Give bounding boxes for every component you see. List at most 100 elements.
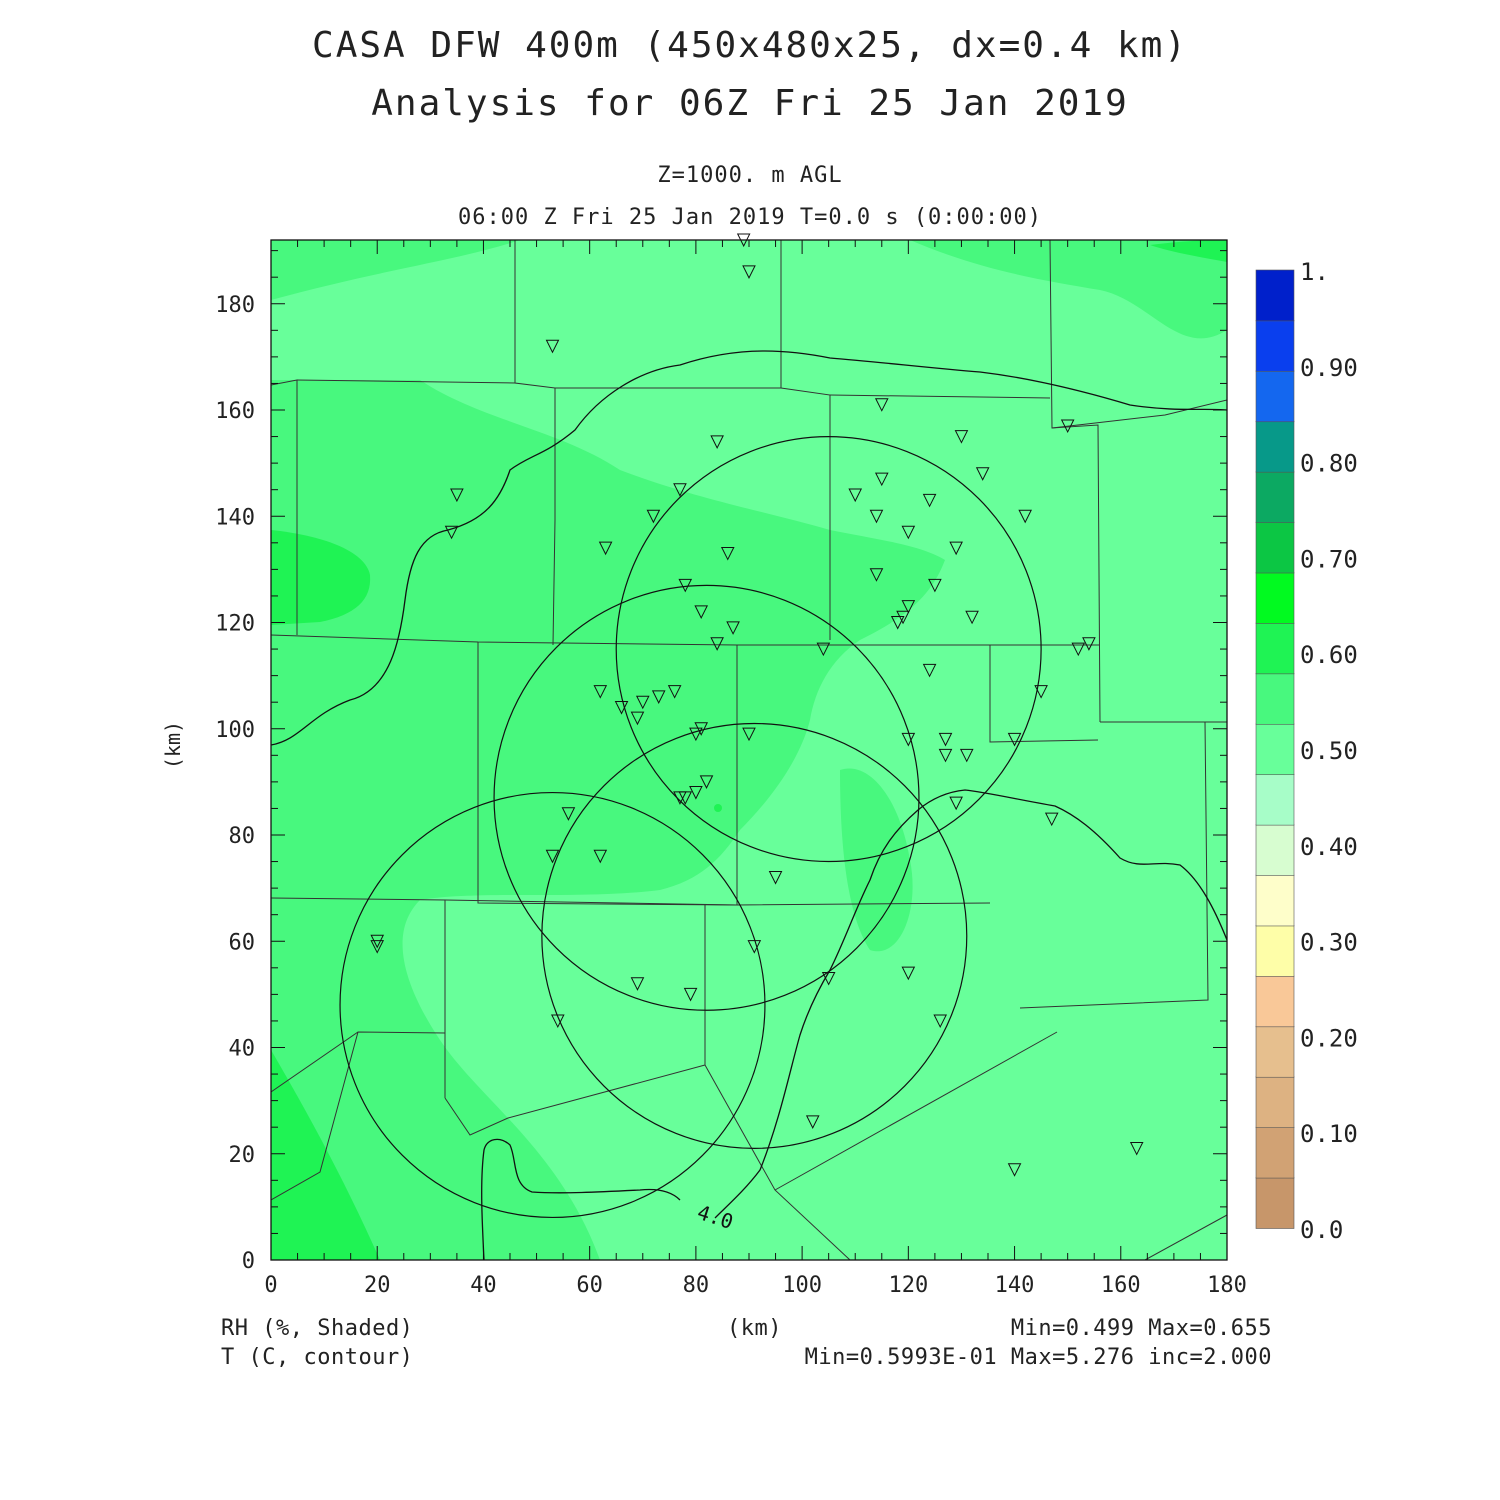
chart-title: CASA DFW 400m (450x480x25, dx=0.4 km) — [312, 25, 1188, 66]
y-tick-label: 60 — [229, 930, 256, 955]
station-marker — [1018, 509, 1032, 524]
station-marker — [959, 748, 974, 763]
colorbar-label: 0.10 — [1300, 1120, 1358, 1148]
rh-band-055 — [271, 380, 945, 1260]
station-marker — [370, 934, 385, 949]
station-marker — [1071, 642, 1086, 657]
time-label: 06:00 Z Fri 25 Jan 2019 T=0.0 s (0:00:00… — [457, 205, 1043, 230]
station-marker — [890, 616, 905, 630]
y-tick-label: 120 — [215, 612, 255, 637]
radar-rings — [339, 436, 1042, 1219]
colorbar-segment — [1255, 1026, 1295, 1078]
axis-ticks — [270, 240, 1228, 1261]
station-marker — [689, 786, 703, 800]
colorbar-segment — [1255, 572, 1295, 624]
x-tick-label: 60 — [576, 1273, 603, 1298]
station-marker — [949, 796, 963, 811]
colorbar-segment — [1255, 320, 1295, 372]
station-marker — [768, 871, 783, 885]
station-marker — [747, 940, 762, 954]
station-marker — [593, 685, 608, 699]
station-marker — [1007, 732, 1022, 747]
colorbar-segment — [1255, 370, 1295, 423]
station-marker — [1060, 419, 1075, 434]
rh-band-055-nw — [271, 240, 520, 300]
colorbar-label: 0.20 — [1300, 1024, 1358, 1052]
station-marker — [928, 578, 942, 593]
station-marker — [545, 849, 560, 864]
colorbar-segment — [1255, 622, 1295, 675]
station-marker — [896, 610, 910, 625]
colorbar-segment — [1255, 1177, 1295, 1229]
colorbar-label: 0.90 — [1300, 354, 1358, 382]
radar-ring-4 — [339, 791, 766, 1219]
station-marker — [922, 493, 937, 508]
station-marker — [545, 339, 560, 354]
colorbar-labels: 1. 0.90 0.80 0.70 0.60 0.50 0.40 0.30 0.20 0.10 0.… — [1300, 258, 1358, 1244]
station-marker — [651, 690, 666, 704]
colorbar-segment — [1255, 1076, 1295, 1128]
rh-minmax: Min=0.499 Max=0.655 — [1010, 1316, 1272, 1341]
station-marker — [1129, 1141, 1144, 1156]
station-marker — [635, 695, 650, 710]
x-tick-label: 140 — [995, 1273, 1035, 1298]
station-marker — [922, 663, 937, 678]
station-marker — [673, 483, 687, 497]
colorbar-segment — [1255, 269, 1295, 322]
county-borders — [271, 240, 1227, 1260]
x-tick-label: 80 — [683, 1273, 710, 1298]
station-marker — [1044, 812, 1059, 827]
colorbar-segment — [1255, 1126, 1295, 1179]
colorbar-segment — [1255, 824, 1295, 876]
colorbar-segment — [1255, 975, 1295, 1028]
station-marker — [874, 398, 889, 412]
station-marker — [689, 727, 703, 742]
station-marker — [614, 701, 629, 715]
station-marker — [450, 488, 464, 503]
colorbar-segment — [1255, 471, 1295, 523]
station-marker — [667, 685, 682, 699]
y-tick-label: 140 — [215, 505, 255, 530]
station-marker — [874, 472, 889, 487]
station-marker — [933, 1014, 948, 1029]
station-marker — [726, 621, 740, 635]
station-marker — [805, 1115, 820, 1129]
station-marker — [598, 541, 613, 556]
station-marker — [949, 541, 963, 556]
colorbar — [1255, 269, 1295, 1229]
station-marker — [901, 732, 916, 747]
x-tick-label: 160 — [1101, 1273, 1141, 1298]
colorbar-label: 0.30 — [1300, 929, 1358, 957]
station-marker — [593, 849, 608, 864]
chart-subtitle: Analysis for 06Z Fri 25 Jan 2019 — [371, 83, 1129, 124]
station-marker — [678, 791, 693, 805]
station-marker — [720, 546, 735, 561]
colorbar-segment — [1255, 773, 1295, 826]
temperature-contour — [271, 350, 1227, 1260]
station-marker — [954, 430, 969, 444]
colorbar-segment — [1255, 673, 1295, 725]
level-label: Z=1000. m AGL — [657, 163, 843, 188]
station-marker — [869, 509, 884, 524]
station-marker — [699, 775, 714, 789]
y-tick-label: 0 — [242, 1249, 255, 1274]
x-tick-label: 40 — [470, 1273, 497, 1298]
y-tick-label: 100 — [215, 718, 255, 743]
x-axis-label: (km) — [727, 1316, 782, 1341]
station-marker — [938, 748, 953, 763]
station-marker — [630, 977, 645, 991]
station-marker — [816, 642, 831, 657]
rh-spot-060 — [714, 804, 722, 812]
station-marker — [869, 568, 884, 582]
station-marker — [975, 467, 990, 481]
colorbar-label: 0.50 — [1300, 737, 1358, 765]
rh-band-060-sw — [271, 1050, 380, 1260]
station-marker — [710, 637, 724, 651]
stations — [370, 233, 1144, 1177]
y-tick-label: 160 — [215, 399, 255, 424]
station-marker — [965, 610, 979, 625]
colorbar-label: 0.40 — [1300, 833, 1358, 861]
axis-tick-labels: 0 20 40 60 80 100 120 140 160 180 0 20 40 60 80 100 120 1… — [215, 293, 1247, 1298]
station-marker — [694, 605, 709, 619]
station-marker — [938, 732, 953, 747]
